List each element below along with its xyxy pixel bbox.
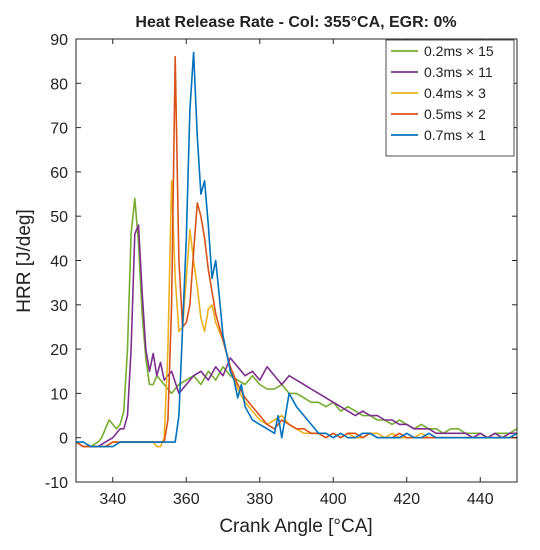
series-lines	[76, 51, 517, 448]
y-tick-label: -10	[45, 475, 68, 492]
x-tick-label: 400	[320, 491, 347, 508]
y-axis: -10 0 10 20 30 40 50 60 70 80 90	[45, 32, 517, 492]
y-tick-label: 70	[50, 121, 68, 138]
x-tick-label: 340	[99, 491, 126, 508]
series-line-1	[76, 197, 517, 448]
y-tick-label: 90	[50, 32, 68, 49]
x-tick-label: 360	[173, 491, 200, 508]
series-line-2	[76, 224, 517, 448]
y-tick-label: 10	[50, 386, 68, 403]
chart-title: Heat Release Rate - Col: 355°CA, EGR: 0%	[135, 14, 456, 31]
y-tick-label: 20	[50, 342, 68, 359]
legend-entry-label: 0.5ms × 2	[424, 106, 486, 122]
y-tick-label: 60	[50, 165, 68, 182]
x-tick-label: 380	[246, 491, 273, 508]
legend-entry-label: 0.2ms × 15	[424, 43, 494, 59]
legend-entry-label: 0.3ms × 11	[424, 64, 493, 80]
y-tick-label: 30	[50, 298, 68, 315]
x-axis-label: Crank Angle [°CA]	[219, 516, 372, 537]
x-tick-label: 420	[393, 491, 420, 508]
legend-entry-label: 0.4ms × 3	[424, 85, 486, 101]
y-tick-label: 50	[50, 209, 68, 226]
y-tick-label: 40	[50, 254, 68, 271]
series-line-5	[76, 51, 517, 448]
legend-box	[385, 39, 515, 157]
y-axis-label: HRR [J/deg]	[14, 209, 35, 312]
legend-entry-label: 0.7ms × 1	[424, 127, 486, 143]
y-tick-label: 80	[50, 76, 68, 93]
legend: 0.2ms × 15 0.3ms × 11 0.4ms × 3 0.5ms × 2 0.…	[385, 39, 515, 157]
x-tick-label: 440	[467, 491, 494, 508]
y-tick-label: 0	[59, 431, 68, 448]
